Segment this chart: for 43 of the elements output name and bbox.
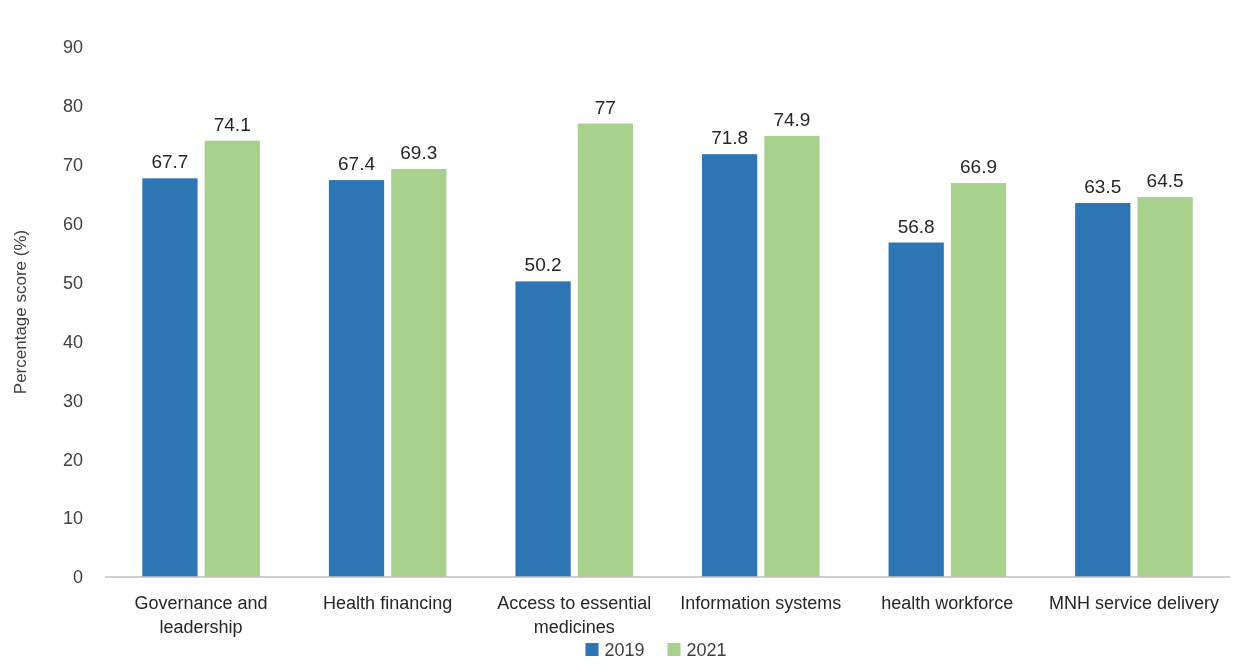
x-tick-label: Governance and leadership [134, 593, 268, 637]
x-tick-label: Information systems [680, 593, 842, 613]
bar [764, 135, 820, 577]
bar [1075, 203, 1131, 577]
x-tick-label: MNH service delivery [1048, 593, 1219, 613]
bar [950, 183, 1007, 577]
bar [888, 242, 944, 577]
bar [142, 178, 198, 577]
bar [1137, 197, 1193, 577]
data-label: 67.7 [151, 151, 189, 173]
bar [391, 168, 447, 577]
y-tick-label: 40 [62, 331, 83, 352]
data-label: 63.5 [1084, 176, 1122, 198]
x-tick-label: health workforce [881, 593, 1014, 613]
data-label: 66.9 [960, 156, 997, 178]
y-tick-label: 90 [62, 37, 83, 58]
data-label: 74.1 [213, 113, 251, 135]
bar [204, 140, 260, 577]
data-label: 69.3 [400, 141, 438, 163]
y-tick-label: 50 [62, 272, 83, 293]
y-tick-label: 10 [62, 508, 83, 529]
bar [515, 281, 571, 577]
y-tick-label: 0 [72, 567, 83, 588]
y-tick-label: 30 [62, 390, 83, 411]
bar [702, 154, 758, 577]
y-tick-label: 70 [62, 155, 83, 176]
data-label: 50.2 [524, 254, 562, 276]
x-tick-label: Access to essential medicines [497, 593, 652, 637]
data-label: 77 [594, 96, 616, 118]
y-tick-label: 60 [62, 213, 83, 234]
legend-label: 2021 [686, 640, 727, 661]
x-tick-label: Health financing [323, 593, 453, 613]
legend-label: 2019 [604, 640, 645, 661]
data-label: 67.4 [338, 153, 376, 175]
y-axis-title: Percentage score (%) [11, 229, 30, 395]
y-tick-label: 20 [62, 449, 83, 470]
data-label: 74.9 [773, 108, 811, 130]
y-tick-label: 80 [62, 96, 83, 117]
data-label: 71.8 [711, 127, 749, 149]
data-label: 56.8 [897, 215, 935, 237]
bar [577, 123, 633, 577]
bar [328, 180, 385, 577]
data-label: 64.5 [1146, 170, 1184, 192]
